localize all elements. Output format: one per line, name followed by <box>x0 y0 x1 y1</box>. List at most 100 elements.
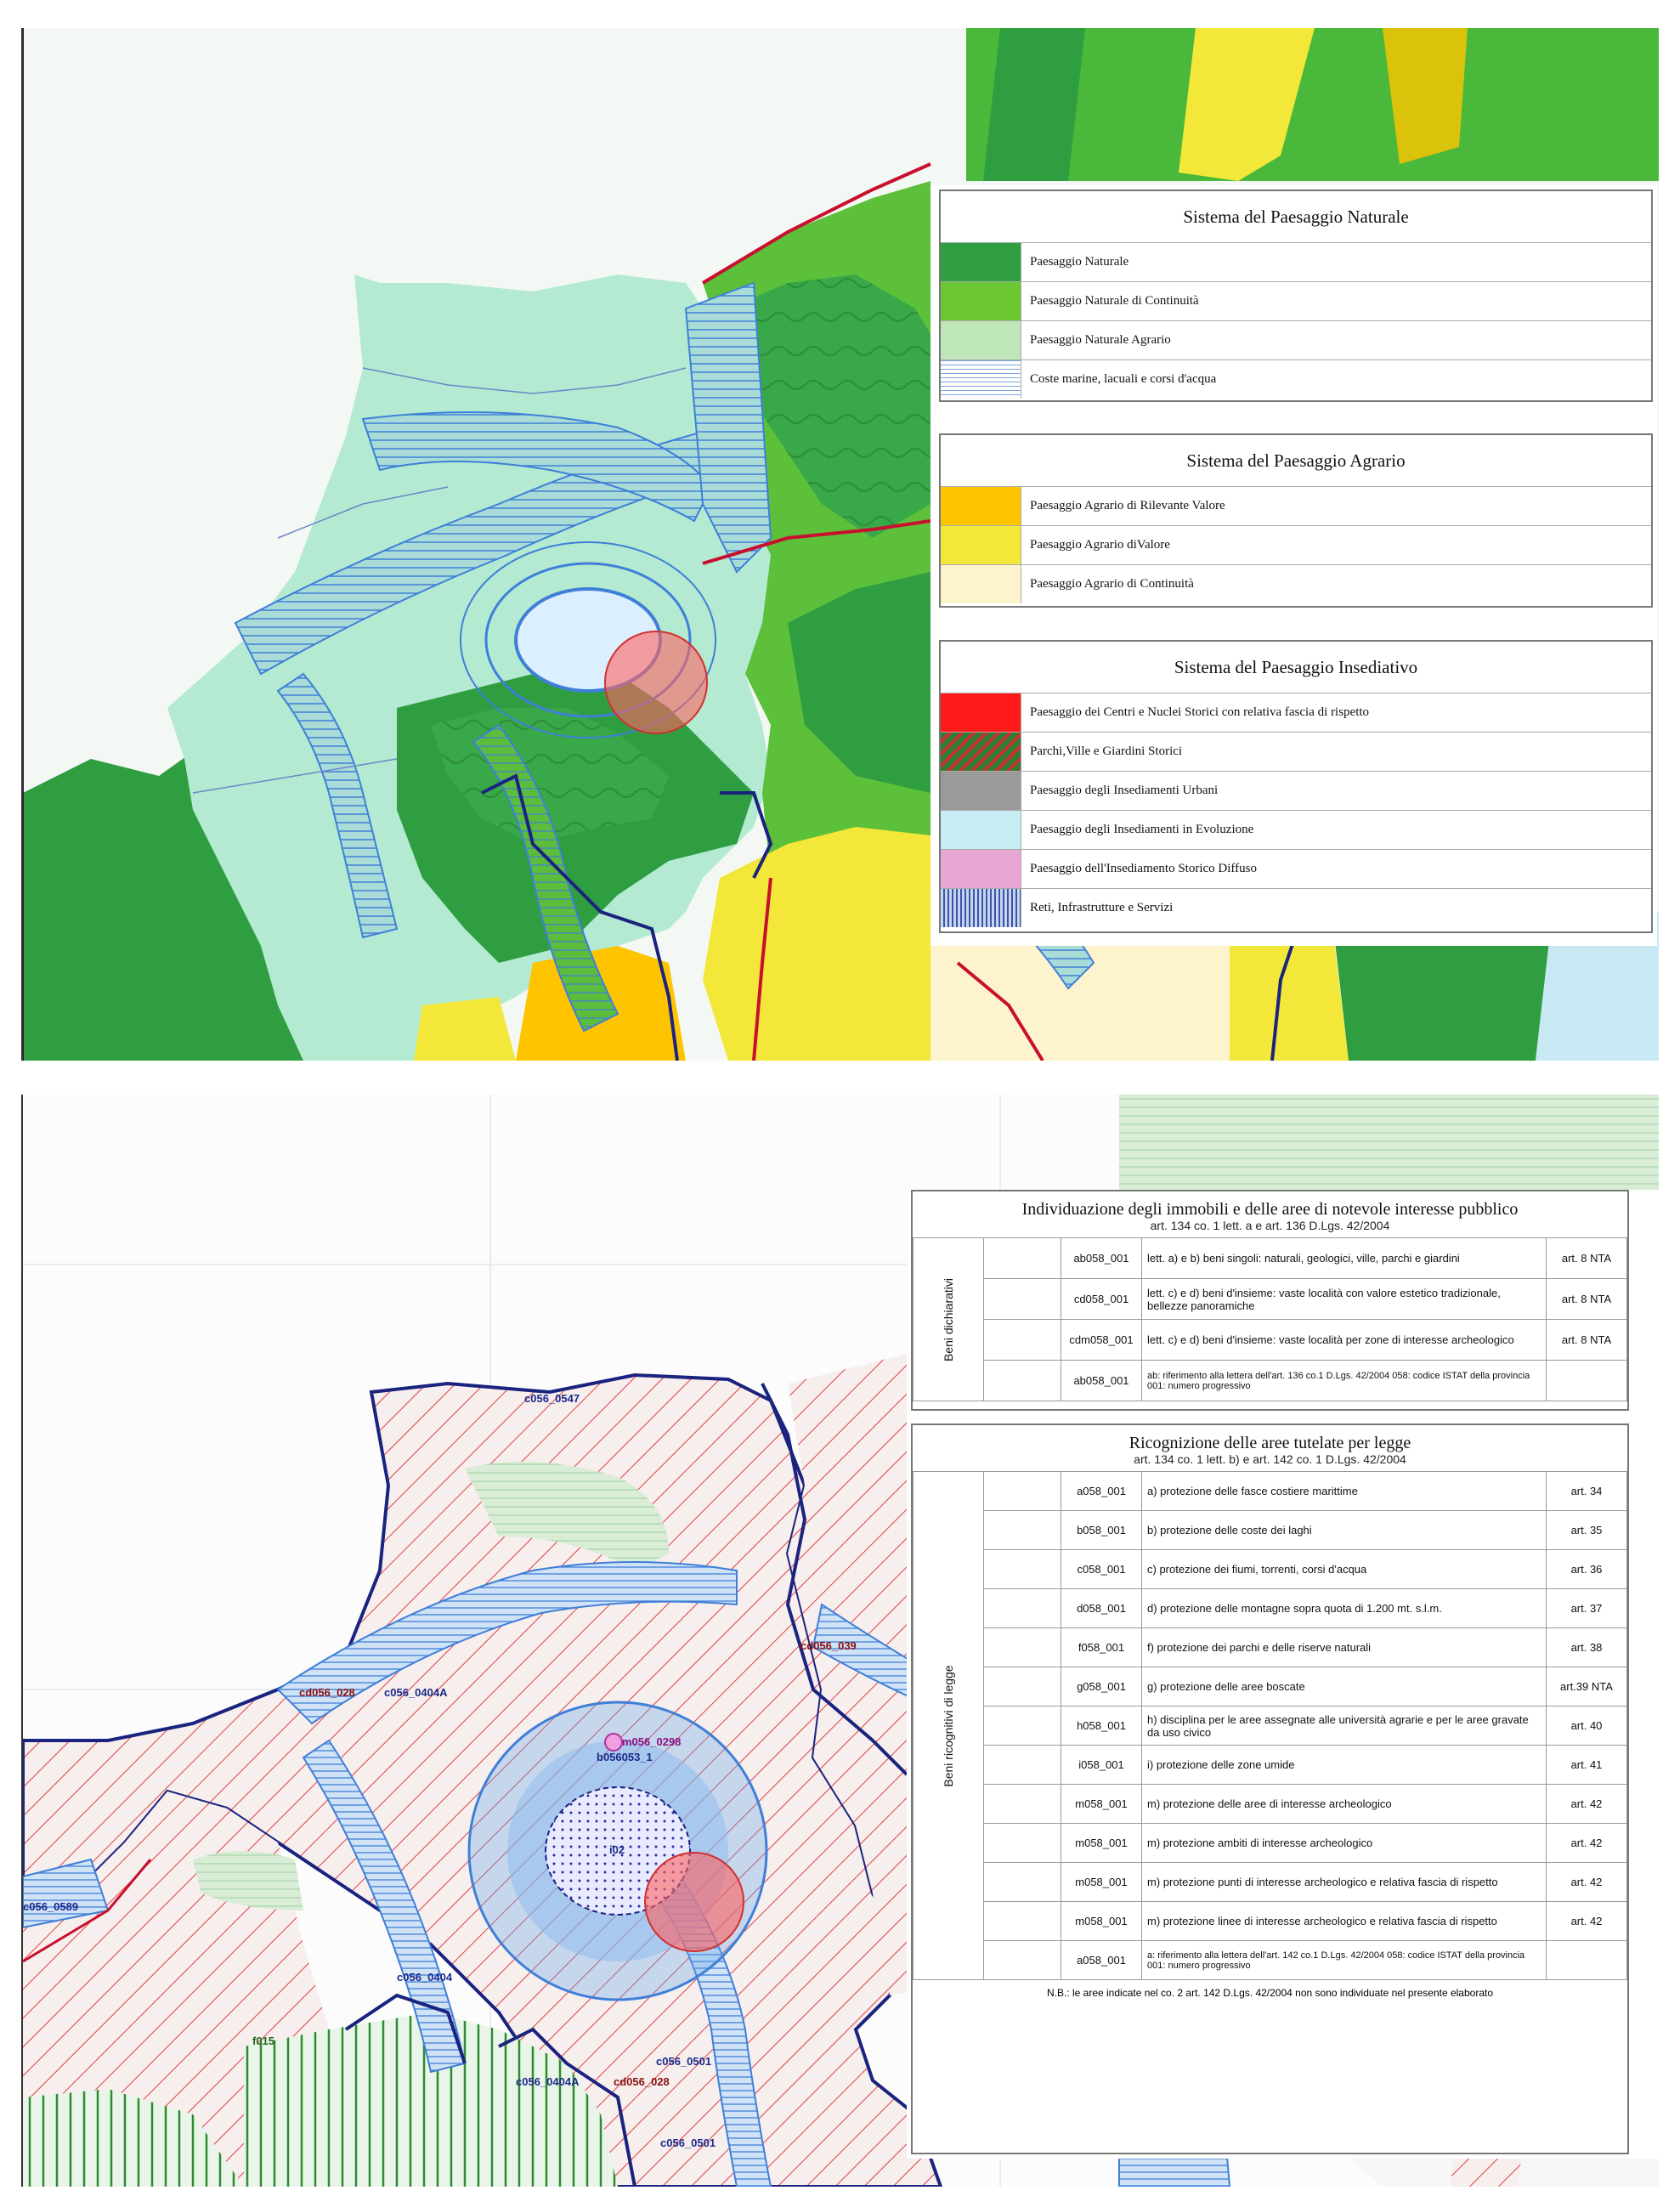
legend-legal-areas: Ricognizione delle aree tutelate per leg… <box>911 1423 1629 2154</box>
swatch-agrario-valore <box>941 526 1021 564</box>
swatch-insediamenti-urbani <box>941 772 1021 810</box>
swatch-coste-corsi-acqua <box>941 360 1021 399</box>
legend-legal-subtitle: art. 134 co. 1 lett. b) e art. 142 co. 1… <box>1134 1452 1406 1466</box>
map-label: c056_0404A <box>384 1686 448 1699</box>
swatch-agrario-continuita <box>941 565 1021 603</box>
legend-row: Paesaggio Agrario diValore <box>941 525 1651 564</box>
legend-row: Paesaggio Naturale di Continuità <box>941 281 1651 320</box>
row-code: g058_001 <box>1061 1667 1142 1706</box>
map-label: i02 <box>609 1843 625 1856</box>
row-art: art. 38 <box>1546 1627 1627 1667</box>
row-code: d058_001 <box>1061 1588 1142 1628</box>
row-desc: i) protezione delle zone umide <box>1141 1745 1547 1785</box>
table-row: d058_001 d) protezione delle montagne so… <box>914 1588 1627 1628</box>
row-art: art. 36 <box>1546 1549 1627 1589</box>
row-art: art. 42 <box>1546 1784 1627 1824</box>
table-row: g058_001 g) protezione delle aree boscat… <box>914 1667 1627 1706</box>
row-desc: g) protezione delle aree boscate <box>1141 1667 1547 1706</box>
legend-natural-title: Sistema del Paesaggio Naturale <box>1183 207 1409 227</box>
protected-areas-map-bottom[interactable]: c056_0547 cd056_039 cd056_028 c056_0404A… <box>21 1095 1659 2187</box>
row-desc: c) protezione dei fiumi, torrenti, corsi… <box>1141 1549 1547 1589</box>
legend-label: Paesaggio Naturale <box>1030 255 1129 269</box>
protected-areas-legend: Individuazione degli immobili e delle ar… <box>907 1190 1659 2159</box>
legend-label: Paesaggio Agrario di Continuità <box>1030 577 1194 591</box>
legend-label: Paesaggio Agrario di Rilevante Valore <box>1030 499 1225 512</box>
row-desc: h) disciplina per le aree assegnate alle… <box>1141 1706 1547 1746</box>
landscape-legend: Sistema del Paesaggio Naturale Paesaggio… <box>931 185 1657 946</box>
legal-group-label: Beni ricognitivi di legge <box>942 1664 955 1787</box>
legend-label: Paesaggio degli Insediamenti Urbani <box>1030 784 1219 797</box>
table-row: ab058_001 ab: riferimento alla lettera d… <box>914 1360 1627 1401</box>
table-row: Beni dichiarativi ab058_001 lett. a) e b… <box>913 1237 1627 1401</box>
legend-note: N.B.: le aree indicate nel co. 2 art. 14… <box>1046 1987 1494 1999</box>
table-row: f058_001 f) protezione dei parchi e dell… <box>914 1627 1627 1667</box>
table-row: Beni ricognitivi di legge a058_001 a) pr… <box>913 1471 1627 1980</box>
row-art: art.39 NTA <box>1546 1667 1627 1706</box>
swatch-agrario-rilevante-valore <box>941 487 1021 525</box>
legend-row: Paesaggio dell'Insediamento Storico Diff… <box>941 849 1651 888</box>
row-code: c058_001 <box>1061 1549 1142 1589</box>
legend-row: Parchi,Ville e Giardini Storici <box>941 732 1651 771</box>
landscape-map-top[interactable]: Sistema del Paesaggio Naturale Paesaggio… <box>21 28 1659 1061</box>
row-desc: lett. a) e b) beni singoli: naturali, ge… <box>1141 1237 1547 1279</box>
table-row: i058_001 i) protezione delle zone umide … <box>914 1745 1627 1785</box>
row-code: i058_001 <box>1061 1745 1142 1785</box>
table-row: cdm058_001 lett. c) e d) beni d'insieme:… <box>914 1319 1627 1361</box>
legend-label: Paesaggio dei Centri e Nuclei Storici co… <box>1030 705 1370 719</box>
table-row: b058_001 b) protezione delle coste dei l… <box>914 1510 1627 1550</box>
table-row: cd058_001 lett. c) e d) beni d'insieme: … <box>914 1278 1627 1320</box>
legend-label: Parchi,Ville e Giardini Storici <box>1030 744 1183 758</box>
swatch-paesaggio-naturale-agrario <box>941 321 1021 359</box>
row-code: m058_001 <box>1061 1862 1142 1902</box>
row-code: a058_001 <box>1061 1471 1142 1511</box>
legend-row: Paesaggio Naturale <box>941 242 1651 281</box>
row-art: art. 8 NTA <box>1546 1237 1627 1279</box>
table-row: m058_001 m) protezione punti di interess… <box>914 1862 1627 1902</box>
map-label: cd056_028 <box>614 2075 670 2088</box>
legend-settlement-landscape: Sistema del Paesaggio Insediativo Paesag… <box>939 640 1653 933</box>
table-row: m058_001 m) protezione delle aree di int… <box>914 1784 1627 1824</box>
map-label: f015 <box>252 2035 274 2047</box>
row-code: m058_001 <box>1061 1784 1142 1824</box>
row-code: ab058_001 <box>1061 1237 1142 1279</box>
row-desc: b) protezione delle coste dei laghi <box>1141 1510 1547 1550</box>
row-desc: m) protezione delle aree di interesse ar… <box>1141 1784 1547 1824</box>
swatch-paesaggio-naturale <box>941 243 1021 281</box>
legend-row: Paesaggio dei Centri e Nuclei Storici co… <box>941 693 1651 732</box>
legend-agrarian-landscape: Sistema del Paesaggio Agrario Paesaggio … <box>939 433 1653 608</box>
legend-label: Paesaggio degli Insediamenti in Evoluzio… <box>1030 823 1254 836</box>
swatch-reti-infrastrutture <box>941 889 1021 927</box>
legend-declared-title: Individuazione degli immobili e delle ar… <box>1021 1200 1519 1219</box>
table-row: h058_001 h) disciplina per le aree asseg… <box>914 1706 1627 1746</box>
map-label: c056_0404 <box>397 1971 453 1984</box>
row-desc: f) protezione dei parchi e delle riserve… <box>1141 1627 1547 1667</box>
row-art: art. 35 <box>1546 1510 1627 1550</box>
map-label: m056_0298 <box>622 1735 681 1748</box>
legend-label: Paesaggio Naturale Agrario <box>1030 333 1171 347</box>
map-label: c056_0501 <box>660 2137 716 2149</box>
table-row: a058_001 a: riferimento alla lettera del… <box>914 1940 1627 1980</box>
row-code: cdm058_001 <box>1061 1319 1142 1361</box>
row-desc: a) protezione delle fasce costiere marit… <box>1141 1471 1547 1511</box>
table-row: m058_001 m) protezione linee di interess… <box>914 1901 1627 1941</box>
row-desc: lett. c) e d) beni d'insieme: vaste loca… <box>1141 1278 1547 1320</box>
declared-group-label: Beni dichiarativi <box>942 1277 955 1361</box>
row-desc: m) protezione ambiti di interesse archeo… <box>1141 1823 1547 1863</box>
row-desc: m) protezione linee di interesse archeol… <box>1141 1901 1547 1941</box>
row-desc: d) protezione delle montagne sopra quota… <box>1141 1588 1547 1628</box>
map-label: c056_0589 <box>23 1900 78 1913</box>
row-art <box>1546 1360 1627 1401</box>
swatch-insediamento-storico-diffuso <box>941 850 1021 888</box>
legal-table: Beni ricognitivi di legge a058_001 a) pr… <box>913 1471 1627 1980</box>
map-label: c056_0404A <box>516 2075 580 2088</box>
legend-row: Paesaggio Agrario di Rilevante Valore <box>941 486 1651 525</box>
legend-declared-subtitle: art. 134 co. 1 lett. a e art. 136 D.Lgs.… <box>1150 1219 1390 1232</box>
swatch-insediamenti-evoluzione <box>941 811 1021 849</box>
row-art <box>1546 1940 1627 1980</box>
map-label: c056_0547 <box>524 1392 580 1405</box>
row-art: art. 8 NTA <box>1546 1319 1627 1361</box>
row-code: cd058_001 <box>1061 1278 1142 1320</box>
legend-natural-landscape: Sistema del Paesaggio Naturale Paesaggio… <box>939 190 1653 402</box>
legend-row: Paesaggio degli Insediamenti in Evoluzio… <box>941 810 1651 849</box>
legend-legal-title: Ricognizione delle aree tutelate per leg… <box>1128 1434 1411 1452</box>
